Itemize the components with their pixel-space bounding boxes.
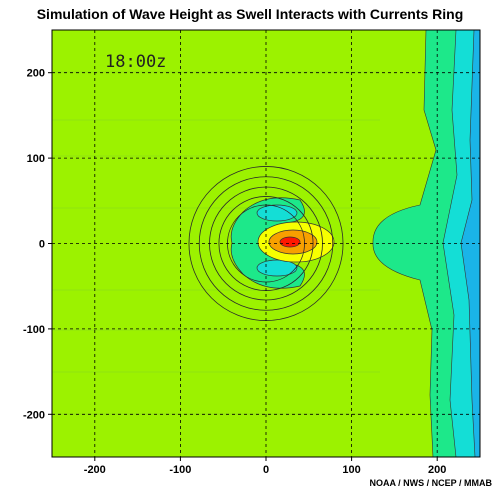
axis-ticks: -200 -100 0 100 200 -200 -100 0 100 200 xyxy=(23,68,446,476)
x-tick-label: 0 xyxy=(263,464,269,476)
y-tick-label: -200 xyxy=(23,409,45,421)
y-tick-label: 200 xyxy=(27,68,45,80)
lower-lobe xyxy=(256,259,298,277)
x-tick-label: 200 xyxy=(428,464,446,476)
x-tick-label: -100 xyxy=(169,464,191,476)
y-tick-label: 0 xyxy=(39,239,45,251)
peak-red-region xyxy=(279,236,301,248)
band-blue xyxy=(460,30,480,457)
y-tick-label: -100 xyxy=(23,324,45,336)
chart-title: Simulation of Wave Height as Swell Inter… xyxy=(36,6,464,22)
credit-label: NOAA / NWS / NCEP / MMAB xyxy=(369,478,492,488)
upper-lobe xyxy=(256,204,298,222)
x-tick-label: 100 xyxy=(342,464,360,476)
y-tick-label: 100 xyxy=(27,153,45,165)
grid-lines xyxy=(52,30,480,457)
faint-band-lines xyxy=(52,71,380,415)
x-tick-label: -200 xyxy=(84,464,106,476)
time-stamp-label: 18:00z xyxy=(105,52,166,72)
